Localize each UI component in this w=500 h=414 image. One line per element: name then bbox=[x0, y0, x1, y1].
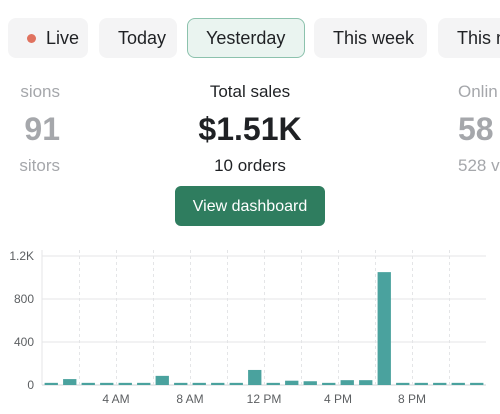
bar-hour-20 bbox=[414, 382, 428, 385]
tab-live[interactable]: Live bbox=[8, 18, 88, 58]
live-status-dot-icon bbox=[27, 34, 36, 43]
tab-live-label: Live bbox=[46, 28, 80, 48]
y-tick-label-1: 400 bbox=[14, 335, 34, 349]
tab-this-week[interactable]: This week bbox=[314, 18, 427, 58]
sales-by-hour-chart: 0 400 800 1.2K 4 AM 8 AM 12 PM 4 PM 8 PM bbox=[9, 249, 486, 406]
y-tick-label-2: 800 bbox=[14, 292, 34, 306]
metric-online-value: 58 bbox=[458, 111, 494, 147]
tab-today[interactable]: Today bbox=[99, 18, 177, 58]
bar-hour-15 bbox=[322, 382, 336, 385]
bar-hour-16 bbox=[340, 380, 354, 385]
bar-hour-1 bbox=[63, 379, 77, 385]
bar-hour-21 bbox=[433, 382, 447, 385]
metric-total-sales-orders: 10 orders bbox=[214, 156, 286, 175]
bar-hour-9 bbox=[211, 382, 225, 385]
bar-hour-18 bbox=[377, 272, 391, 385]
x-tick-label-0: 4 AM bbox=[102, 392, 129, 406]
y-tick-label-3: 1.2K bbox=[9, 249, 34, 263]
bar-hour-17 bbox=[359, 380, 373, 385]
metric-sessions-value: 91 bbox=[24, 111, 60, 147]
metric-total-sales-label: Total sales bbox=[209, 82, 291, 101]
tab-this-week-label: This week bbox=[333, 28, 415, 48]
x-tick-label-2: 12 PM bbox=[247, 392, 282, 406]
tab-today-label: Today bbox=[118, 28, 167, 48]
bar-hour-7 bbox=[174, 382, 188, 385]
metric-sessions-sub: sitors bbox=[19, 156, 60, 175]
bar-hour-3 bbox=[100, 382, 114, 385]
bar-hour-2 bbox=[81, 382, 95, 385]
metric-total-sales: Total sales $1.51K 10 orders bbox=[150, 81, 350, 177]
bar-hour-6 bbox=[155, 375, 169, 385]
metric-online-label: Onlin bbox=[458, 82, 498, 101]
tab-yesterday[interactable]: Yesterday bbox=[187, 18, 305, 58]
view-dashboard-button[interactable]: View dashboard bbox=[175, 186, 325, 226]
metric-online[interactable]: Onlin 58 528 v bbox=[458, 81, 500, 177]
bar-hour-10 bbox=[229, 382, 243, 385]
tab-this-month-label: This mo bbox=[457, 28, 500, 48]
y-tick-label-0: 0 bbox=[27, 378, 34, 392]
bar-hour-14 bbox=[303, 381, 317, 385]
tab-yesterday-label: Yesterday bbox=[206, 28, 286, 48]
metric-sessions[interactable]: sions 91 sitors bbox=[0, 81, 60, 177]
bar-hour-22 bbox=[451, 382, 465, 385]
x-tick-label-1: 8 AM bbox=[176, 392, 203, 406]
x-tick-label-3: 4 PM bbox=[324, 392, 352, 406]
metric-online-sub: 528 v bbox=[458, 156, 500, 175]
x-tick-label-4: 8 PM bbox=[398, 392, 426, 406]
bar-hour-5 bbox=[137, 382, 151, 385]
tab-this-month[interactable]: This mo bbox=[438, 18, 500, 58]
metric-sessions-label: sions bbox=[20, 82, 60, 101]
bar-hour-23 bbox=[470, 382, 484, 385]
bar-hour-4 bbox=[118, 382, 132, 385]
bar-hour-13 bbox=[285, 380, 299, 385]
bar-hour-12 bbox=[266, 382, 280, 385]
bar-hour-11 bbox=[248, 369, 262, 385]
bar-hour-19 bbox=[396, 382, 410, 385]
metric-total-sales-value: $1.51K bbox=[198, 111, 302, 147]
bar-hour-8 bbox=[192, 382, 206, 385]
bar-hour-0 bbox=[44, 382, 58, 385]
